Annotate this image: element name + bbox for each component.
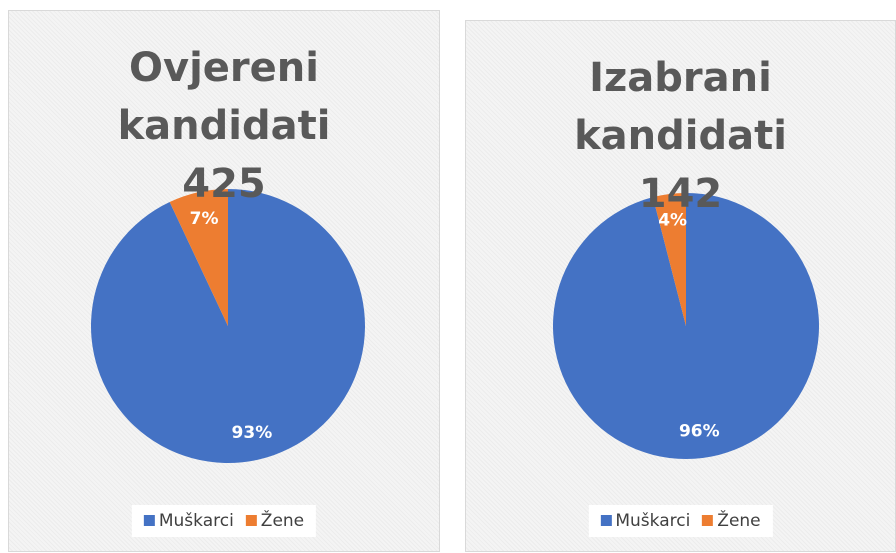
pie-slice [652, 193, 686, 326]
legend-label: Muškarci [615, 511, 691, 531]
pie: 93% 7% [91, 189, 366, 464]
chart-title: Ovjereni kandidati 425 [117, 45, 331, 207]
pie-slice [91, 189, 366, 464]
legend: Muškarci Žene [131, 505, 317, 537]
pie-slice [169, 189, 228, 326]
slice-label: 93% [232, 423, 273, 443]
legend-item: Muškarci [600, 511, 690, 531]
legend-key [245, 515, 257, 526]
chart-panel: 96% 4% Izabrani kandidati 142 Muškarci Žene [465, 20, 896, 552]
slice-label: 4% [658, 210, 687, 230]
legend-item: Žene [245, 511, 305, 531]
pie-slice [552, 193, 819, 459]
legend-item: Žene [702, 511, 761, 531]
legend-item: Muškarci [143, 511, 234, 531]
slice-label: 7% [190, 209, 219, 229]
chart-title: Izabrani kandidati 142 [574, 55, 787, 217]
legend-key [143, 515, 155, 526]
legend-label: Žene [260, 511, 305, 531]
legend-key [600, 515, 612, 526]
legend: Muškarci Žene [588, 505, 773, 537]
legend-key [702, 515, 714, 526]
pie: 96% 4% [552, 193, 819, 459]
legend-label: Žene [717, 511, 761, 531]
slice-label: 96% [679, 422, 720, 442]
legend-label: Muškarci [158, 511, 234, 531]
chart-panel: 93% 7% Ovjereni kandidati 425 Muškarci Žene [8, 10, 440, 552]
